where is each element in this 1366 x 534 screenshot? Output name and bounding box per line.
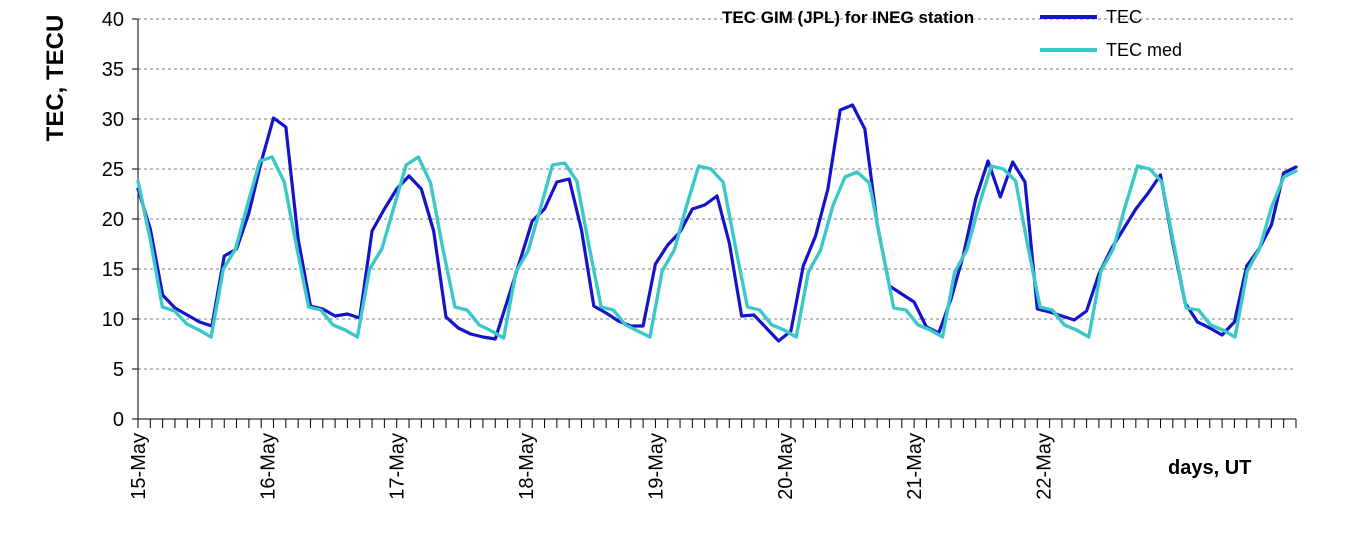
y-tick-label: 20 [102, 209, 124, 231]
legend-label-tec-med: TEC med [1106, 40, 1182, 60]
legend: TEC TEC med [1040, 7, 1182, 60]
x-tick-label: 19-May [645, 433, 667, 500]
y-tick-label: 35 [102, 59, 124, 81]
x-tick-label: 18-May [516, 433, 538, 500]
series-line-tec [136, 103, 1298, 343]
y-tick-label: 0 [113, 409, 124, 431]
y-tick-label: 30 [102, 109, 124, 131]
axes [132, 18, 1297, 428]
y-axis-label: TEC, TECU [42, 15, 69, 142]
series-line-tec-med [136, 155, 1298, 340]
x-tick-labels: 15-May 16-May 17-May 18-May 19-May 20-May 21-M… [128, 433, 1055, 500]
y-tick-label: 5 [113, 359, 124, 381]
y-tick-label: 15 [102, 259, 124, 281]
y-tick-label: 40 [102, 9, 124, 31]
x-tick-label: 22-May [1033, 433, 1055, 500]
x-axis-label: days, UT [1168, 457, 1251, 479]
x-tick-label: 21-May [904, 433, 926, 500]
x-tick-label: 16-May [257, 433, 279, 500]
y-tick-labels: 0 5 10 15 20 25 30 35 40 [102, 9, 124, 431]
y-tick-label: 25 [102, 159, 124, 181]
series-lines [136, 103, 1298, 343]
x-tick-label: 15-May [128, 433, 150, 500]
x-tick-label: 20-May [775, 433, 797, 500]
y-tick-label: 10 [102, 309, 124, 331]
legend-label-tec: TEC [1106, 7, 1142, 27]
gridlines [138, 18, 1296, 370]
chart-title: TEC GIM (JPL) for INEG station [722, 8, 974, 27]
x-tick-label: 17-May [387, 433, 409, 500]
